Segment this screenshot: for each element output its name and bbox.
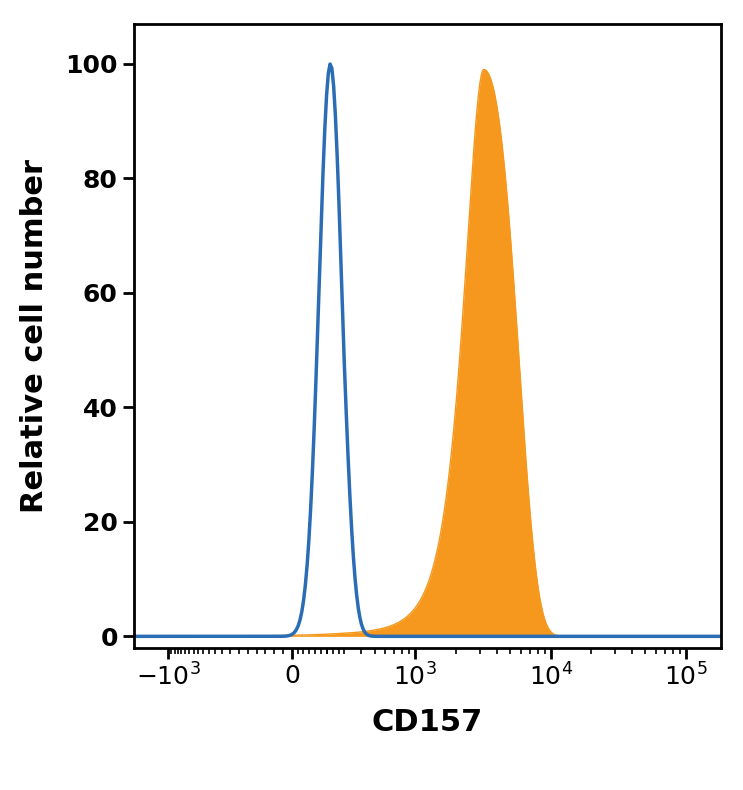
- X-axis label: CD157: CD157: [372, 708, 483, 736]
- Y-axis label: Relative cell number: Relative cell number: [19, 159, 48, 513]
